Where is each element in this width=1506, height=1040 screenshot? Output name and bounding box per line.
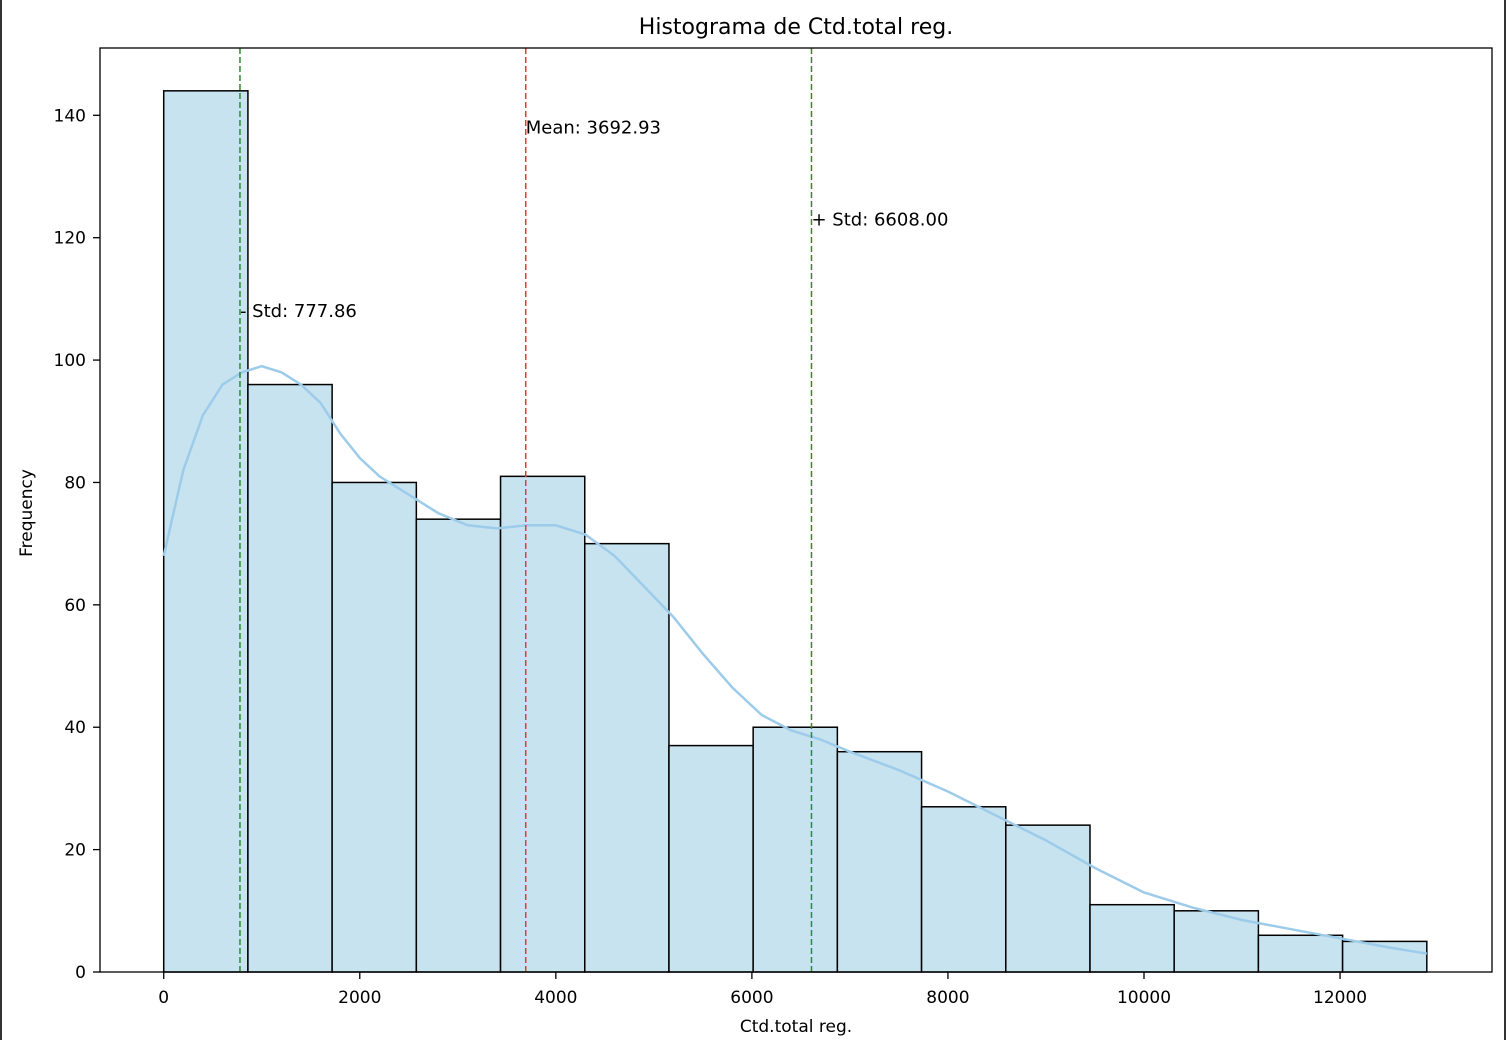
histogram-bar-6 (668, 744, 754, 973)
x-tick-label-8000: 8000 (926, 988, 969, 1008)
histogram-bar-10 (1005, 824, 1091, 973)
y-tick-label-60: 60 (64, 596, 86, 616)
y-tick-label-80: 80 (64, 473, 86, 493)
kde-curve (162, 364, 1427, 955)
histogram-bar-5 (583, 542, 670, 973)
histogram-bar-8 (836, 750, 923, 973)
y-tick-label-20: 20 (64, 841, 86, 861)
x-tick-label-6000: 6000 (730, 988, 773, 1008)
reference-lines: Mean: 3692.93 - Std: 777.86 + Std: 6608.00 (239, 48, 948, 972)
y-tick-label-0: 0 (75, 963, 86, 983)
x-tick-label-10000: 10000 (1117, 988, 1171, 1008)
histogram-bar-3 (415, 518, 502, 973)
y-tick-label-120: 120 (54, 229, 86, 249)
histogram-bar-12 (1173, 910, 1260, 973)
plus-std-label: + Std: 6608.00 (811, 209, 948, 230)
x-tick-label-0: 0 (158, 988, 169, 1008)
mean-label: Mean: 3692.93 (526, 118, 661, 139)
kde-curve-group (162, 364, 1427, 955)
histogram-bar-1 (247, 383, 333, 973)
minus-std-label: - Std: 777.86 (240, 301, 357, 322)
histogram-bar-7 (752, 726, 839, 973)
y-tick-label-140: 140 (54, 106, 86, 126)
histogram-bar-0 (162, 90, 249, 973)
histogram-bar-9 (920, 806, 1007, 973)
y-tick-label-100: 100 (54, 351, 86, 371)
histogram-bar-13 (1257, 934, 1344, 973)
histogram-bars (162, 90, 1428, 973)
chart-title: Histograma de Ctd.total reg. (639, 15, 953, 40)
x-tick-label-4000: 4000 (534, 988, 577, 1008)
histogram-bar-4 (499, 475, 586, 973)
histogram-bar-2 (331, 481, 418, 973)
x-tick-label-12000: 12000 (1313, 988, 1367, 1008)
histogram-bar-11 (1089, 903, 1175, 973)
y-axis-title: Frequency (17, 469, 37, 557)
x-axis-title: Ctd.total reg. (740, 1017, 852, 1037)
y-tick-label-40: 40 (64, 718, 86, 738)
axes: 0 2000 4000 6000 8000 10000 12000 0 20 40 60 80 100 1… (54, 47, 1493, 1008)
x-tick-label-2000: 2000 (338, 988, 381, 1008)
plot-area-frame (99, 47, 1493, 973)
